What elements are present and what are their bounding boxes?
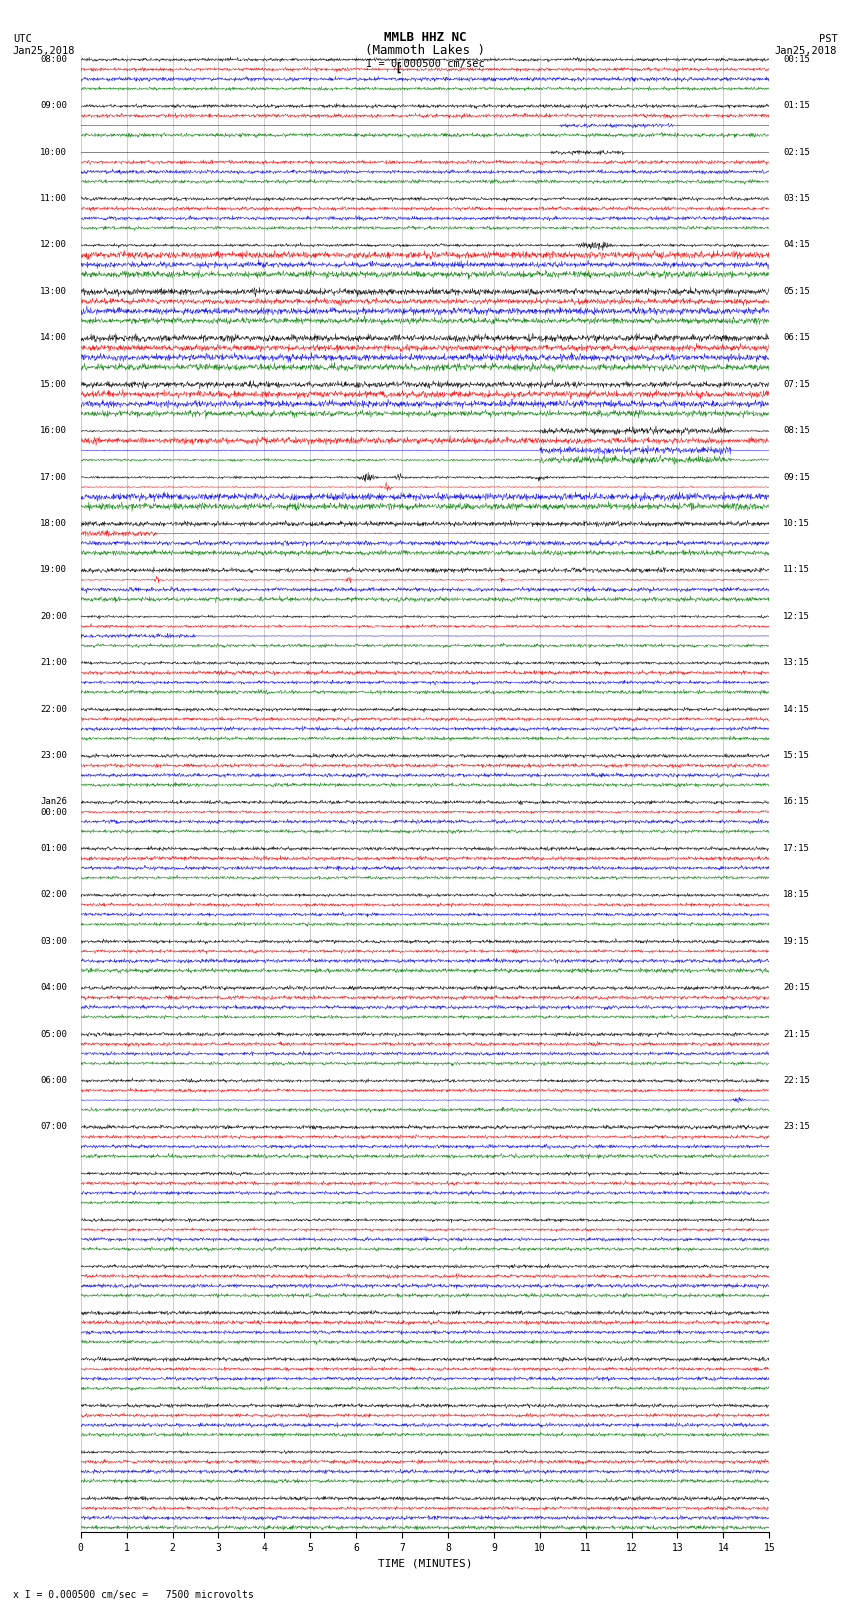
Text: 05:00: 05:00 (40, 1029, 67, 1039)
Text: UTC: UTC (13, 34, 31, 44)
Text: 00:15: 00:15 (783, 55, 810, 65)
Text: 17:15: 17:15 (783, 844, 810, 853)
Text: 03:15: 03:15 (783, 194, 810, 203)
Text: 07:15: 07:15 (783, 379, 810, 389)
Text: 22:00: 22:00 (40, 705, 67, 713)
Text: 04:15: 04:15 (783, 240, 810, 250)
Text: 22:15: 22:15 (783, 1076, 810, 1086)
Text: Jan26
00:00: Jan26 00:00 (40, 797, 67, 816)
Text: 03:00: 03:00 (40, 937, 67, 945)
Text: 02:00: 02:00 (40, 890, 67, 900)
Text: 02:15: 02:15 (783, 148, 810, 156)
Text: Jan25,2018: Jan25,2018 (13, 47, 76, 56)
Text: 08:00: 08:00 (40, 55, 67, 65)
Text: I = 0.000500 cm/sec: I = 0.000500 cm/sec (366, 60, 484, 69)
Text: 21:15: 21:15 (783, 1029, 810, 1039)
Text: 19:00: 19:00 (40, 566, 67, 574)
Text: 13:00: 13:00 (40, 287, 67, 295)
Text: 23:00: 23:00 (40, 752, 67, 760)
Text: 20:00: 20:00 (40, 611, 67, 621)
Text: 15:00: 15:00 (40, 379, 67, 389)
Text: 09:00: 09:00 (40, 102, 67, 110)
Text: 21:00: 21:00 (40, 658, 67, 668)
Text: 01:15: 01:15 (783, 102, 810, 110)
Text: 11:15: 11:15 (783, 566, 810, 574)
Text: 14:00: 14:00 (40, 334, 67, 342)
Text: 11:00: 11:00 (40, 194, 67, 203)
Text: Jan25,2018: Jan25,2018 (774, 47, 837, 56)
Text: 10:00: 10:00 (40, 148, 67, 156)
Text: 05:15: 05:15 (783, 287, 810, 295)
Text: 16:15: 16:15 (783, 797, 810, 806)
Text: 04:00: 04:00 (40, 982, 67, 992)
X-axis label: TIME (MINUTES): TIME (MINUTES) (377, 1558, 473, 1568)
Text: 06:15: 06:15 (783, 334, 810, 342)
Text: 14:15: 14:15 (783, 705, 810, 713)
Text: 12:00: 12:00 (40, 240, 67, 250)
Text: 23:15: 23:15 (783, 1123, 810, 1131)
Text: [: [ (394, 61, 402, 76)
Text: (Mammoth Lakes ): (Mammoth Lakes ) (365, 44, 485, 58)
Text: 17:00: 17:00 (40, 473, 67, 482)
Text: 08:15: 08:15 (783, 426, 810, 436)
Text: 18:15: 18:15 (783, 890, 810, 900)
Text: PST: PST (819, 34, 837, 44)
Text: 15:15: 15:15 (783, 752, 810, 760)
Text: 16:00: 16:00 (40, 426, 67, 436)
Text: x I = 0.000500 cm/sec =   7500 microvolts: x I = 0.000500 cm/sec = 7500 microvolts (13, 1590, 253, 1600)
Text: MMLB HHZ NC: MMLB HHZ NC (383, 31, 467, 44)
Text: 18:00: 18:00 (40, 519, 67, 527)
Text: 20:15: 20:15 (783, 982, 810, 992)
Text: 06:00: 06:00 (40, 1076, 67, 1086)
Text: 10:15: 10:15 (783, 519, 810, 527)
Text: 01:00: 01:00 (40, 844, 67, 853)
Text: 09:15: 09:15 (783, 473, 810, 482)
Text: 19:15: 19:15 (783, 937, 810, 945)
Text: 07:00: 07:00 (40, 1123, 67, 1131)
Text: 13:15: 13:15 (783, 658, 810, 668)
Text: 12:15: 12:15 (783, 611, 810, 621)
